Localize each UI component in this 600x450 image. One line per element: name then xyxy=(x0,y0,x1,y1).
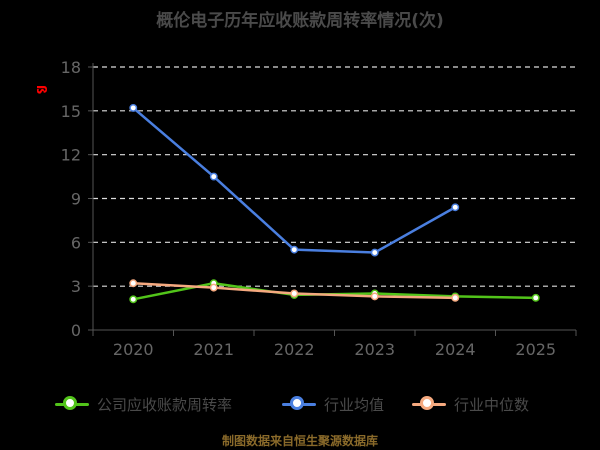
legend-marker-industry-avg xyxy=(290,395,304,410)
source-note: 制图数据来自恒生聚源数据库 xyxy=(221,434,378,448)
series-lines xyxy=(129,103,540,304)
legend-marker-company xyxy=(63,395,77,410)
data-point-industry-avg xyxy=(370,248,379,257)
tick-labels: 0 3 6 9 12 15 18 2020 2021 2022 2023 2024 2025 xyxy=(61,58,556,359)
y-tick-label: 0 xyxy=(71,321,81,340)
data-point-industry-avg xyxy=(290,245,299,254)
data-point-industry-median xyxy=(370,292,379,301)
legend: 公司应收账款周转率 行业均值 行业中位数 xyxy=(0,392,600,416)
legend-swatch-company xyxy=(55,395,89,410)
y-tick-label: 15 xyxy=(61,102,81,121)
data-point-industry-median xyxy=(129,279,138,288)
y-tick-label: 18 xyxy=(61,58,81,77)
y-tick-label: 6 xyxy=(71,233,81,252)
legend-swatch-industry-median xyxy=(412,395,446,410)
legend-item-industry-median[interactable]: 行业中位数 xyxy=(412,392,529,416)
grid-lines xyxy=(93,66,576,287)
chart-title: 概伦电子历年应收账款周转率情况(次) xyxy=(156,11,444,31)
data-point-industry-avg xyxy=(129,103,138,112)
data-point-industry-avg xyxy=(451,203,460,212)
x-tick-label: 2022 xyxy=(274,340,315,359)
x-tick-label: 2021 xyxy=(193,340,234,359)
y-tick-label: 9 xyxy=(71,190,81,209)
x-tick-label: 2024 xyxy=(435,340,476,359)
x-tick-label: 2025 xyxy=(515,340,556,359)
legend-label-industry-avg: 行业均值 xyxy=(324,395,385,414)
data-point-company xyxy=(129,295,138,304)
legend-swatch-industry-avg xyxy=(282,395,316,410)
legend-marker-industry-median xyxy=(420,395,434,410)
series-line-industry-avg xyxy=(132,106,456,254)
legend-label-company: 公司应收账款周转率 xyxy=(97,395,233,414)
data-point-industry-median xyxy=(209,283,218,292)
data-point-company xyxy=(531,293,540,302)
legend-item-company[interactable]: 公司应收账款周转率 xyxy=(55,392,232,416)
x-tick-label: 2023 xyxy=(354,340,395,359)
legend-item-industry-avg[interactable]: 行业均值 xyxy=(282,392,384,416)
axes xyxy=(88,63,577,336)
y-tick-label: 12 xyxy=(61,146,81,165)
y-tick-label: 3 xyxy=(71,277,81,296)
legend-label-industry-median: 行业中位数 xyxy=(454,395,530,414)
x-tick-label: 2020 xyxy=(113,340,154,359)
data-point-industry-avg xyxy=(209,172,218,181)
data-point-industry-median xyxy=(451,293,460,302)
data-point-industry-median xyxy=(290,289,299,298)
